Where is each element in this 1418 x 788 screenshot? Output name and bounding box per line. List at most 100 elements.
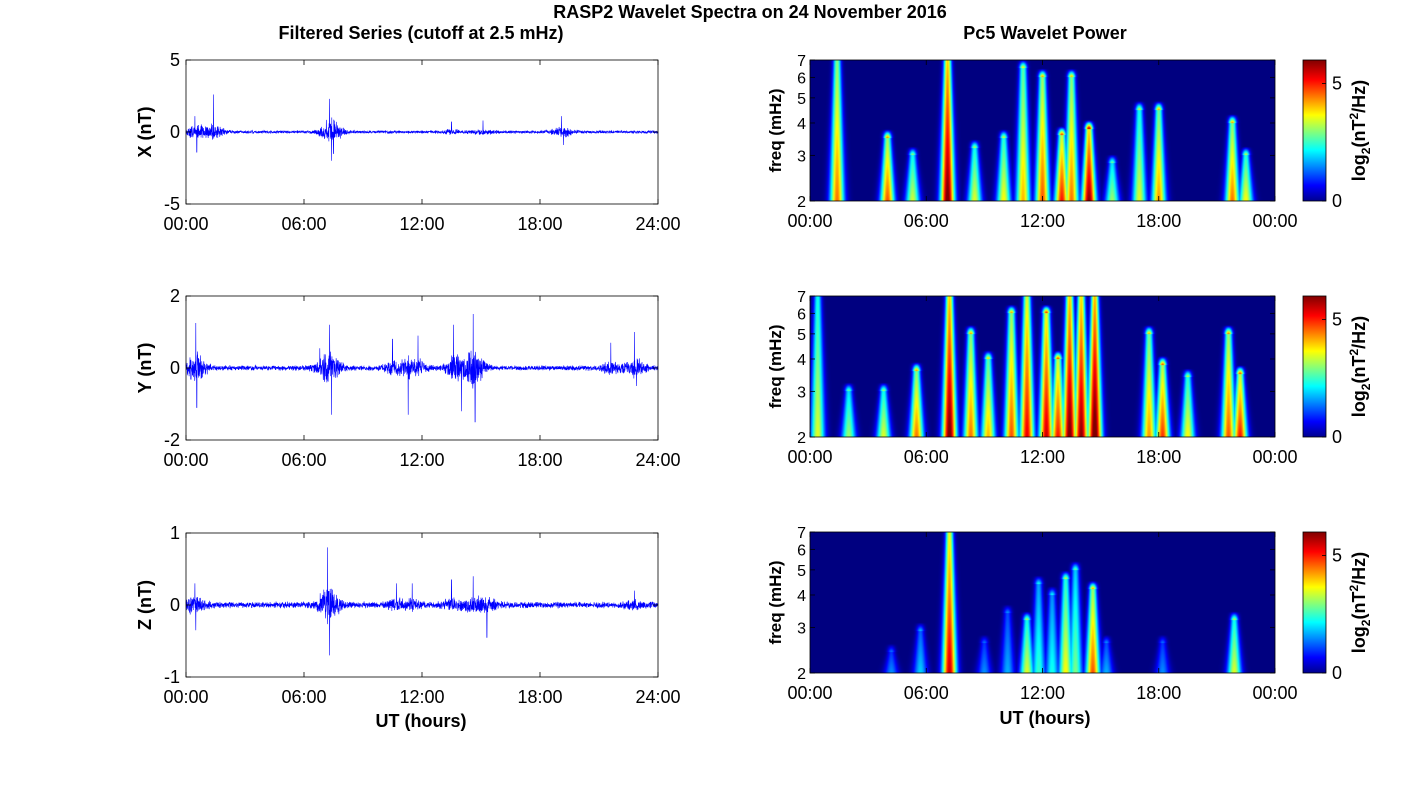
xtick-label: 06:00: [904, 211, 949, 231]
colorbar-label-part: 2: [1359, 147, 1373, 154]
z_series-ylabel: Z (nT): [135, 580, 155, 630]
xtick-label: 12:00: [1020, 211, 1065, 231]
colorbar-label-part: log: [1349, 390, 1369, 417]
colorbar-label-part: (nT: [1349, 356, 1369, 384]
xtick-label: 00:00: [1252, 447, 1297, 467]
xtick-label: 18:00: [1136, 447, 1181, 467]
ytick-label: 1: [170, 523, 180, 543]
xtick-label: 06:00: [281, 687, 326, 707]
ytick-label: 7: [797, 53, 806, 70]
ytick-label: 6: [797, 542, 806, 559]
xtick-label: 18:00: [517, 214, 562, 234]
ytick-label: 4: [797, 116, 806, 133]
ytick-label: 5: [797, 563, 806, 580]
z_series-panel: 1 0 -100:00 06:00 12:00 18:00 24:00 Z (nT): [135, 523, 681, 707]
xtick-label: 00:00: [1252, 211, 1297, 231]
xtick-label: 00:00: [1252, 683, 1297, 703]
colorbar-label-part: (nT: [1349, 120, 1369, 148]
left-column-title: Filtered Series (cutoff at 2.5 mHz): [278, 23, 563, 43]
ytick-label: 2: [797, 666, 806, 683]
colorbar-tick-label: 0: [1332, 191, 1342, 211]
colorbar-tick-label: 0: [1332, 663, 1342, 683]
colorbar-label-part: 2: [1347, 585, 1361, 592]
ytick-label: -1: [164, 667, 180, 687]
y_series-ylabel: Y (nT): [135, 343, 155, 394]
figure-title: RASP2 Wavelet Spectra on 24 November 201…: [553, 2, 947, 22]
xtick-label: 24:00: [635, 450, 680, 470]
xtick-label: 18:00: [517, 687, 562, 707]
colorbar-label-part: /Hz): [1349, 316, 1369, 349]
y_series-panel: 2 0 -200:00 06:00 12:00 18:00 24:00 Y (nT): [135, 286, 681, 470]
x_series-panel: 5 0 -500:00 06:00 12:00 18:00 24:00 X (nT): [135, 50, 681, 234]
xtick-label: 18:00: [517, 450, 562, 470]
ytick-label: 6: [797, 70, 806, 87]
xtick-label: 12:00: [399, 687, 444, 707]
panels: 50-500:00 06:00 12:00 18:00 24:00X (nT)20-20…: [135, 50, 1373, 707]
xtick-label: 06:00: [281, 450, 326, 470]
y_power-colorbar: [1302, 295, 1327, 438]
ytick-label: 3: [797, 620, 806, 637]
xtick-label: 12:00: [1020, 683, 1065, 703]
colorbar-label-part: log: [1349, 154, 1369, 181]
ytick-label: 3: [797, 148, 806, 165]
colorbar-tick-label: 5: [1332, 74, 1342, 94]
colorbar-label-part: 2: [1359, 619, 1373, 626]
ytick-label: 0: [170, 358, 180, 378]
xtick-label: 06:00: [904, 447, 949, 467]
y_power-colorbar-label: log2(nT2/Hz): [1347, 316, 1373, 417]
xtick-label: 18:00: [1136, 211, 1181, 231]
ytick-label: 5: [797, 327, 806, 344]
x_power-colorbar: [1302, 59, 1327, 202]
ytick-label: 4: [797, 588, 806, 605]
z_power-ylabel: freq (mHz): [766, 560, 785, 644]
ytick-label: -2: [164, 430, 180, 450]
ytick-label: 2: [797, 194, 806, 211]
y_power-ylabel: freq (mHz): [766, 324, 785, 408]
xtick-label: 00:00: [787, 683, 832, 703]
colorbar-label-part: 2: [1347, 349, 1361, 356]
xtick-label: 06:00: [281, 214, 326, 234]
xtick-label: 24:00: [635, 687, 680, 707]
colorbar-label-part: 2: [1347, 113, 1361, 120]
colorbar-label-part: /Hz): [1349, 80, 1369, 113]
colorbar-label-part: log: [1349, 626, 1369, 653]
ytick-label: 0: [170, 595, 180, 615]
left-xlabel: UT (hours): [376, 711, 467, 731]
colorbar-label-part: /Hz): [1349, 552, 1369, 585]
right-xlabel: UT (hours): [1000, 708, 1091, 728]
y_series-line: [185, 313, 659, 423]
x_power-colorbar-label: log2(nT2/Hz): [1347, 80, 1373, 181]
xtick-label: 24:00: [635, 214, 680, 234]
xtick-label: 00:00: [163, 214, 208, 234]
x_power-ylabel: freq (mHz): [766, 88, 785, 172]
ytick-label: 7: [797, 525, 806, 542]
xtick-label: 12:00: [399, 450, 444, 470]
colorbar-label-part: 2: [1359, 383, 1373, 390]
z_power-colorbar-label: log2(nT2/Hz): [1347, 552, 1373, 653]
colorbar-tick-label: 5: [1332, 310, 1342, 330]
x_power-heatmap: [810, 60, 1275, 201]
xtick-label: 00:00: [163, 450, 208, 470]
y_power-heatmap: [810, 296, 1275, 437]
colorbar-tick-label: 0: [1332, 427, 1342, 447]
xtick-label: 06:00: [904, 683, 949, 703]
xtick-label: 12:00: [1020, 447, 1065, 467]
colorbar-label-part: (nT: [1349, 592, 1369, 620]
ytick-label: 6: [797, 306, 806, 323]
right-column-title: Pc5 Wavelet Power: [963, 23, 1126, 43]
xtick-label: 00:00: [787, 447, 832, 467]
ytick-label: 3: [797, 384, 806, 401]
ytick-label: 5: [797, 91, 806, 108]
x_series-line: [185, 94, 659, 161]
xtick-label: 00:00: [163, 687, 208, 707]
ytick-label: 5: [170, 50, 180, 70]
z_series-line: [185, 547, 659, 656]
ytick-label: 2: [170, 286, 180, 306]
ytick-label: 0: [170, 122, 180, 142]
ytick-label: -5: [164, 194, 180, 214]
ytick-label: 4: [797, 352, 806, 369]
